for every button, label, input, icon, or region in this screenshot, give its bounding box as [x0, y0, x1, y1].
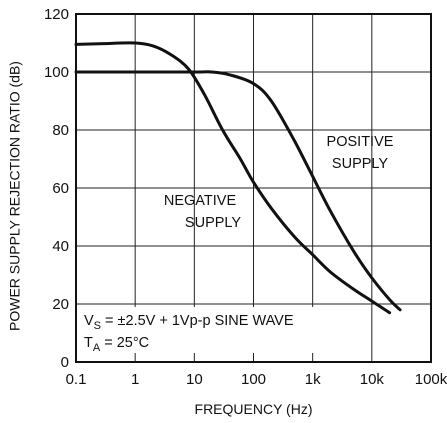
negative-supply-label-line2: SUPPLY	[185, 215, 241, 231]
y-tick-label: 60	[52, 180, 69, 197]
x-tick-label: 0.1	[66, 371, 87, 388]
y-axis-title: POWER SUPPLY REJECTION RATIO (dB)	[7, 61, 23, 331]
x-tick-label: 10	[186, 371, 203, 388]
ta-symbol: T	[84, 335, 93, 351]
y-tick-labels: 0 20 40 60 80 100 120	[44, 6, 69, 371]
vs-subscript: S	[94, 320, 101, 332]
x-tick-labels: 0.1 1 10 100 1k 10k 100k	[66, 371, 447, 388]
vs-symbol: V	[84, 313, 94, 329]
y-tick-label: 40	[52, 238, 69, 255]
x-tick-label: 100	[241, 371, 266, 388]
x-tick-label: 1k	[305, 371, 321, 388]
x-tick-label: 100k	[415, 371, 447, 388]
ta-value: = 25°C	[100, 335, 149, 351]
positive-supply-label-line1: POSITIVE	[327, 134, 394, 150]
ta-subscript: A	[93, 342, 101, 354]
x-axis-title: FREQUENCY (Hz)	[195, 401, 313, 417]
negative-supply-curve	[74, 41, 392, 315]
supply-voltage-condition: VS = ±2.5V + 1Vp-p SINE WAVE	[84, 313, 294, 332]
negative-supply-label-line1: NEGATIVE	[164, 193, 237, 209]
y-tick-label: 100	[44, 64, 69, 81]
plot-frame	[75, 13, 432, 363]
positive-supply-label-line2: SUPPLY	[332, 156, 388, 172]
y-tick-label: 80	[52, 122, 69, 139]
conditions-box	[79, 307, 349, 353]
ambient-temperature-condition: TA = 25°C	[84, 335, 149, 354]
x-tick-label: 10k	[360, 371, 385, 388]
y-tick-label: 0	[61, 354, 69, 371]
x-tick-label: 1	[131, 371, 139, 388]
positive-supply-curve	[74, 70, 402, 312]
y-tick-label: 20	[52, 296, 69, 313]
series-group	[74, 41, 402, 315]
y-tick-label: 120	[44, 6, 69, 23]
vs-value: = ±2.5V + 1Vp-p SINE WAVE	[101, 313, 294, 329]
